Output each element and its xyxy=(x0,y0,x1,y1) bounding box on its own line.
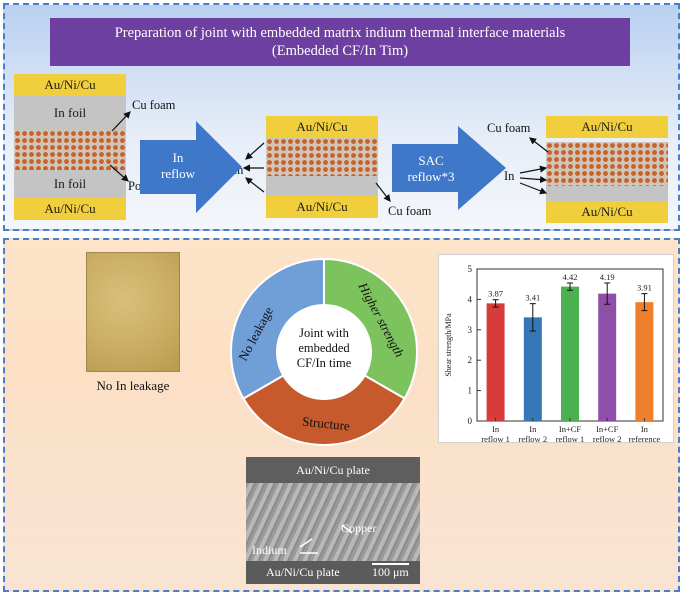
y-tick-label: 1 xyxy=(468,386,473,396)
x-tick-label: In reflow 1 xyxy=(481,424,510,442)
photo-caption: No In leakage xyxy=(96,378,170,393)
sac-reflow-line-1: SAC xyxy=(418,153,444,168)
x-tick-label-line: reference xyxy=(629,434,661,442)
x-tick-label-line: reflow 1 xyxy=(481,434,510,442)
bar xyxy=(561,286,579,421)
sem-image: Au/Ni/Cu plate Au/Ni/Cu plate Copper Ind… xyxy=(246,457,420,584)
stage1-top-plate: Au/Ni/Cu xyxy=(14,74,126,96)
stage3-indium-layer xyxy=(546,186,668,201)
bar-value-label: 3.41 xyxy=(525,293,540,303)
bar xyxy=(635,302,654,421)
x-tick-label-line: In+CF xyxy=(559,424,582,434)
donut-center xyxy=(278,306,370,398)
bar-value-label: 4.19 xyxy=(600,272,615,282)
in-reflow-line-1: In xyxy=(172,150,184,165)
bar-value-label: 3.91 xyxy=(637,283,652,293)
donut-center-line-2: embedded xyxy=(298,341,350,355)
title-line-2: (Embedded CF/In Tim) xyxy=(271,43,409,59)
bar-value-label: 4.42 xyxy=(563,272,578,282)
stage1-top-foil: In foil xyxy=(14,96,126,130)
process-title: Preparation of joint with embedded matri… xyxy=(50,18,630,66)
donut-center-line-3: CF/In time xyxy=(296,356,352,370)
stage2-bottom-plate: Au/Ni/Cu xyxy=(266,196,378,218)
properties-donut xyxy=(230,257,418,446)
process-arrows xyxy=(109,111,549,213)
stage1-cu-foam xyxy=(14,130,126,170)
stage1-cu-foam-label: Cu foam xyxy=(132,98,176,112)
y-tick-label: 0 xyxy=(468,416,473,426)
stage3-cu-foam xyxy=(546,142,668,186)
joint-photo xyxy=(86,252,180,372)
stage2-cu-foam xyxy=(266,138,378,176)
in-reflow-arrow-label: In reflow xyxy=(148,150,208,182)
in-reflow-line-2: reflow xyxy=(161,166,195,181)
sac-reflow-line-2: reflow*3 xyxy=(407,169,455,184)
x-tick-label-line: reflow 1 xyxy=(556,434,585,442)
x-tick-label-line: reflow 2 xyxy=(519,434,548,442)
stage3-top-plate: Au/Ni/Cu xyxy=(546,116,668,138)
y-axis-label: Shear strength/MPa xyxy=(444,313,453,377)
stage3-cu-foam-label: Cu foam xyxy=(487,121,531,135)
sac-reflow-arrow-label: SAC reflow*3 xyxy=(398,153,464,185)
bar xyxy=(598,293,617,421)
bar-value-label: 3.87 xyxy=(488,289,503,299)
x-tick-label-line: In+CF xyxy=(596,424,619,434)
y-tick-label: 5 xyxy=(468,264,473,274)
stage2-indium-layer xyxy=(266,176,378,196)
x-tick-label: In reflow 2 xyxy=(519,424,548,442)
x-tick-label: In+CF reflow 2 xyxy=(593,424,622,442)
stage1-bottom-foil: In foil xyxy=(14,170,126,198)
sem-scale-bar: 100 μm xyxy=(372,563,409,579)
bar xyxy=(486,303,505,421)
donut-seg-bottom xyxy=(242,374,406,446)
donut-seg-right xyxy=(323,257,418,400)
bar xyxy=(523,317,542,421)
sem-annotation-arrows xyxy=(299,524,353,554)
x-tick-label-line: In xyxy=(492,424,500,434)
stage3-bottom-plate: Au/Ni/Cu xyxy=(546,201,668,223)
x-tick-label-line: In xyxy=(529,424,537,434)
x-tick-label-line: In xyxy=(641,424,649,434)
donut-seg-left xyxy=(230,257,325,400)
stage1-bottom-plate: Au/Ni/Cu xyxy=(14,198,126,220)
x-tick-label-line: reflow 2 xyxy=(593,434,622,442)
y-tick-label: 2 xyxy=(468,355,473,365)
shear-strength-chart: 0 1 2 3 4 5 Shear strength/MPa 3.87 In reflow 1 3.… xyxy=(438,254,674,444)
y-tick-label: 3 xyxy=(468,325,473,335)
stage3-in-label: In xyxy=(504,169,515,183)
stage2-cu-foam-label: Cu foam xyxy=(388,204,432,218)
x-tick-label: In reference xyxy=(629,424,661,442)
donut-center-line-1: Joint with xyxy=(299,326,349,340)
y-tick-label: 4 xyxy=(468,294,473,304)
sem-indium-label: Indium xyxy=(252,543,287,557)
title-line-1: Preparation of joint with embedded matri… xyxy=(114,25,566,41)
stage2-top-plate: Au/Ni/Cu xyxy=(266,116,378,138)
x-tick-label: In+CF reflow 1 xyxy=(556,424,585,442)
sem-top-label: Au/Ni/Cu plate xyxy=(246,457,420,483)
sem-microstructure xyxy=(246,483,420,561)
in-reflow-arrow-shape xyxy=(140,121,242,213)
donut-center-text: Joint with embedded CF/In time xyxy=(282,326,366,371)
sem-bottom-label: Au/Ni/Cu plate xyxy=(246,561,420,584)
sac-reflow-arrow-shape xyxy=(392,126,506,210)
